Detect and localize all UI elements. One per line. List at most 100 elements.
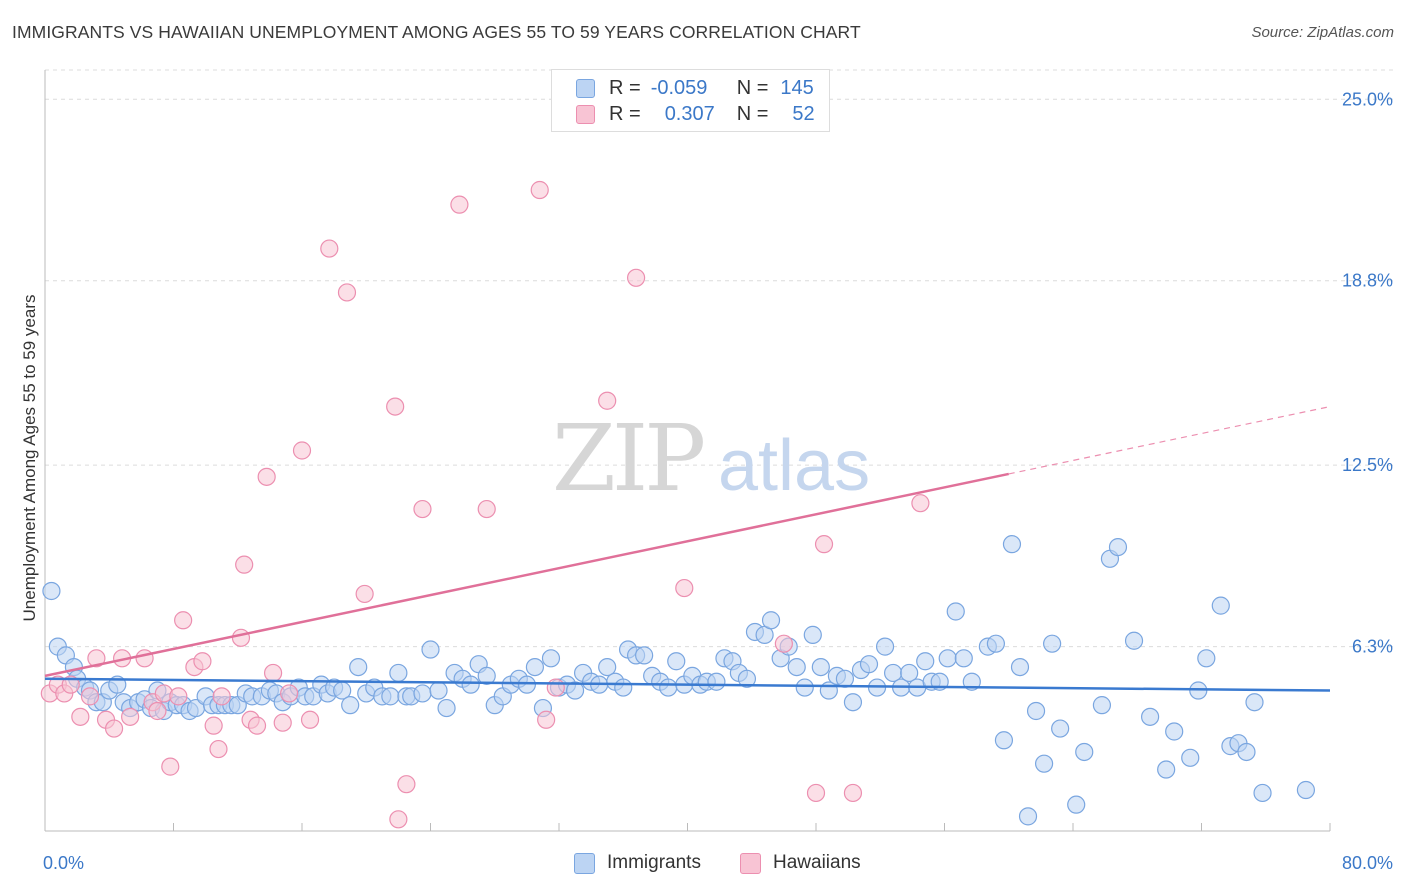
- r-label: R =: [609, 102, 641, 125]
- r-label: R =: [609, 76, 641, 99]
- data-point: [209, 739, 228, 759]
- data-point: [212, 687, 231, 706]
- watermark: ZIP atlas: [552, 405, 870, 512]
- data-point: [675, 578, 694, 598]
- data-point: [231, 628, 251, 647]
- x-tick-label-max: 80.0%: [1342, 853, 1393, 873]
- data-point: [707, 672, 726, 691]
- legend-item-immigrants: Immigrants: [574, 852, 701, 874]
- data-point: [1211, 596, 1230, 615]
- data-point: [530, 180, 549, 200]
- hawaiians-swatch: [576, 104, 595, 124]
- data-point: [541, 649, 561, 668]
- data-point: [193, 652, 212, 671]
- data-point: [71, 707, 90, 726]
- data-point: [598, 391, 617, 410]
- data-point: [1157, 760, 1176, 779]
- data-point: [386, 397, 405, 416]
- data-point: [761, 611, 781, 630]
- data-point: [774, 634, 793, 653]
- watermark-atlas: atlas: [718, 426, 870, 506]
- data-point: [1051, 719, 1070, 738]
- data-point: [994, 731, 1014, 750]
- data-point: [80, 687, 100, 706]
- data-point: [477, 666, 496, 685]
- data-point: [42, 581, 61, 601]
- data-point: [1075, 742, 1094, 762]
- data-point: [1253, 783, 1272, 803]
- data-point: [1018, 807, 1038, 826]
- data-point: [803, 625, 822, 644]
- data-point: [148, 701, 167, 721]
- data-point: [938, 649, 957, 668]
- y-tick-labels: 6.3% 12.5% 18.8% 25.0%: [1342, 89, 1393, 656]
- data-point: [257, 467, 276, 486]
- legend-row-hawaiians: R = 0.307 N = 52: [576, 101, 815, 127]
- data-point: [421, 640, 440, 659]
- data-point: [525, 657, 545, 677]
- data-point: [1092, 696, 1112, 715]
- data-point: [477, 499, 496, 519]
- data-point: [337, 283, 357, 302]
- data-point: [355, 584, 374, 604]
- data-point: [1010, 657, 1030, 677]
- data-point: [843, 783, 863, 803]
- n-value-hawaiians: 52: [792, 102, 815, 125]
- hawaiians-legend-swatch: [740, 852, 761, 874]
- data-point: [1181, 748, 1200, 767]
- data-point: [381, 687, 400, 706]
- data-point: [273, 713, 292, 732]
- data-point: [300, 710, 320, 729]
- y-tick-label: 25.0%: [1342, 89, 1393, 109]
- data-point: [61, 675, 80, 694]
- chart-title: IMMIGRANTS VS HAWAIIAN UNEMPLOYMENT AMON…: [12, 22, 861, 42]
- data-point: [235, 555, 254, 574]
- r-value-hawaiians: 0.307: [664, 102, 715, 125]
- data-point: [911, 494, 930, 513]
- data-point: [292, 441, 312, 460]
- data-point: [1026, 701, 1046, 721]
- data-point: [135, 649, 154, 668]
- data-point: [614, 678, 633, 697]
- data-point: [1034, 754, 1054, 773]
- data-point: [1165, 722, 1184, 741]
- correlation-legend: R = -0.059 N = 145 R = 0.307 N = 52: [551, 69, 830, 132]
- data-point: [320, 239, 339, 258]
- r-value-immigrants: -0.059: [650, 76, 708, 99]
- y-tick-label: 6.3%: [1352, 637, 1393, 657]
- data-point: [341, 696, 360, 715]
- data-point: [413, 684, 432, 703]
- data-point: [389, 810, 408, 829]
- data-point: [461, 675, 480, 694]
- data-point: [659, 678, 678, 697]
- data-point: [1124, 631, 1144, 650]
- trend-line-immigrants: [44, 677, 1331, 692]
- x-tick-label-min: 0.0%: [43, 853, 84, 873]
- data-point: [946, 602, 965, 621]
- trend-line-hawaiians: [44, 472, 1010, 678]
- data-point: [169, 687, 188, 706]
- data-point: [517, 675, 536, 694]
- data-point: [121, 707, 140, 726]
- y-tick-label: 18.8%: [1342, 271, 1393, 291]
- trend-lines: [44, 406, 1331, 692]
- data-point: [787, 657, 806, 677]
- data-point: [389, 663, 408, 683]
- data-point: [737, 669, 757, 688]
- data-point: [450, 195, 469, 214]
- data-point: [843, 693, 863, 712]
- series-hawaiians: [40, 180, 930, 829]
- legend-row-immigrants: R = -0.059 N = 145: [576, 75, 814, 101]
- n-label: N =: [736, 76, 769, 99]
- data-point: [174, 611, 193, 630]
- legend-label-immigrants: Immigrants: [607, 852, 701, 873]
- data-point: [835, 669, 855, 688]
- data-point: [161, 757, 180, 776]
- data-point: [806, 783, 826, 803]
- data-point: [635, 646, 654, 665]
- data-point: [1002, 535, 1022, 554]
- data-point: [204, 716, 223, 735]
- n-label: N =: [736, 102, 769, 125]
- immigrants-swatch: [576, 78, 595, 98]
